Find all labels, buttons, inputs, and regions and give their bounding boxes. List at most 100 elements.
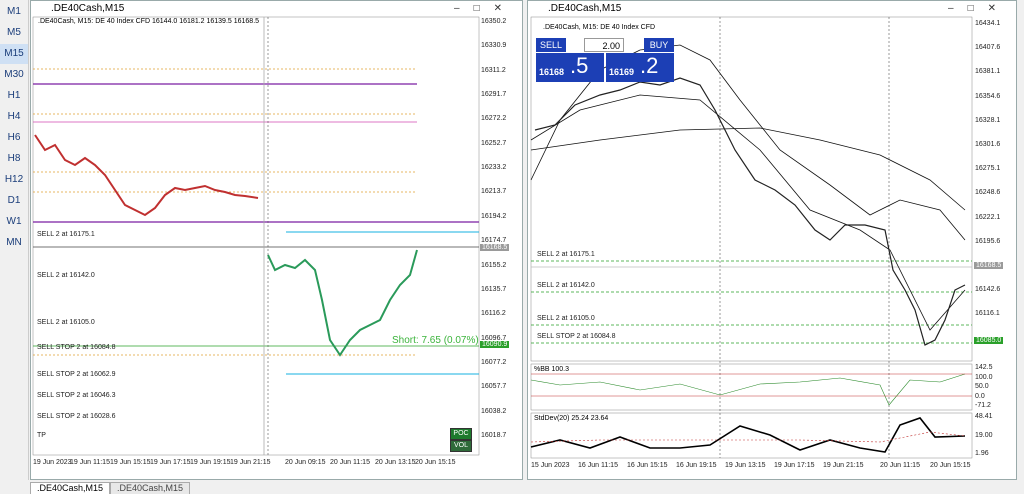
order-line-label: SELL 2 at 16175.1 — [37, 231, 95, 238]
price-label: 16194.2 — [481, 212, 507, 220]
time-label: 19 Jun 15:15 — [110, 459, 151, 466]
price-label: 16142.6 — [975, 286, 1001, 294]
time-label: 20 Jun 15:15 — [415, 459, 456, 466]
ask-small: .2 — [640, 53, 659, 78]
buy-button[interactable]: BUY — [644, 38, 674, 52]
timeframe-button[interactable]: H1 — [7, 90, 21, 101]
indicator-level: 0.0 — [975, 392, 985, 400]
bid-price-label: 16168.5 — [974, 262, 1004, 269]
trade-panel: SELL 2.00 BUY 16168 .5 16169 .2 — [536, 38, 674, 82]
order-line-label: SELL 2 at 16175.1 — [537, 251, 595, 258]
price-label: 16233.2 — [481, 164, 507, 172]
order-price-label: 16090.9 — [480, 341, 510, 348]
price-label: 16350.2 — [481, 18, 507, 25]
price-label: 16116.2 — [481, 310, 506, 318]
price-label: 16328.1 — [975, 116, 1001, 124]
ask-price[interactable]: 16169 .2 — [606, 53, 674, 82]
timeframe-button[interactable]: H6 — [7, 132, 21, 143]
timeframe-button[interactable]: M30 — [4, 69, 24, 80]
chart-header: .DE40Cash, M15: DE 40 Index CFD 16144.0 … — [38, 18, 260, 25]
timeframe-button[interactable]: M5 — [7, 27, 21, 38]
indicator-label: StdDev(20) 25.24 23.64 — [534, 415, 609, 422]
sell-button[interactable]: SELL — [536, 38, 566, 52]
indicator-level: 48.41 — [975, 413, 993, 420]
price-label: 16434.1 — [975, 20, 1001, 27]
order-line-label: SELL STOP 2 at 16084.8 — [537, 333, 616, 340]
price-label: 16155.2 — [481, 261, 507, 269]
price-label: 16354.6 — [975, 92, 1001, 100]
price-label: 16272.2 — [481, 115, 507, 123]
price-label: 16057.7 — [481, 383, 507, 391]
chart-tab[interactable]: .DE40Cash,M15 — [30, 482, 111, 494]
timeframe-button[interactable]: H12 — [4, 174, 24, 185]
price-label: 16330.9 — [481, 42, 507, 50]
order-line-label: SELL 2 at 16142.0 — [37, 272, 95, 279]
price-label: 16252.7 — [481, 139, 507, 147]
order-line-label: SELL 2 at 16105.0 — [537, 315, 595, 322]
indicator-level: 142.5 — [975, 364, 993, 371]
time-label: 20 Jun 11:15 — [880, 462, 920, 469]
time-label: 16 Jun 15:15 — [627, 462, 668, 469]
position-profit: Short: 7.65 (0.07%) — [392, 335, 479, 346]
price-label: 16195.6 — [975, 237, 1001, 245]
time-label: 19 Jun 17:15 — [150, 459, 191, 466]
bid-price[interactable]: 16168 .5 — [536, 53, 604, 82]
timeframe-button[interactable]: MN — [6, 237, 22, 248]
time-label: 15 Jun 2023 — [531, 462, 570, 469]
time-label: 19 Jun 17:15 — [774, 462, 815, 469]
price-label: 16301.6 — [975, 141, 1001, 148]
bid-main: 16168 — [539, 67, 565, 77]
indicator-level: 100.0 — [975, 373, 993, 381]
order-price-label: 16085.0 — [974, 337, 1004, 344]
time-label: 20 Jun 15:15 — [930, 462, 971, 469]
bid-price-label: 16168.5 — [480, 244, 510, 251]
order-line-label: SELL STOP 2 at 16028.6 — [37, 413, 116, 420]
timeframe-button[interactable]: M1 — [7, 6, 21, 17]
volume-input[interactable]: 2.00 — [584, 38, 624, 52]
chart-header: .DE40Cash, M15: DE 40 Index CFD — [543, 24, 656, 31]
order-line-label: SELL STOP 2 at 16046.3 — [37, 392, 116, 399]
time-label: 19 Jun 21:15 — [230, 459, 271, 466]
bid-small: .5 — [570, 53, 589, 78]
indicator-button[interactable]: POC — [450, 428, 472, 440]
price-label: 16213.7 — [481, 188, 507, 196]
timeframe-button[interactable]: W1 — [6, 216, 22, 227]
indicator-level: 19.00 — [975, 431, 993, 439]
window-title: .DE40Cash,M15 — [528, 1, 1016, 17]
price-label: 16311.2 — [481, 66, 506, 74]
price-label: 16222.1 — [975, 213, 1001, 221]
chart-tab[interactable]: .DE40Cash,M15 — [110, 482, 191, 494]
window-controls[interactable]: –□✕ — [454, 3, 516, 14]
order-line-label: TP — [37, 432, 46, 439]
time-label: 19 Jun 2023 — [33, 459, 72, 466]
timeframe-button[interactable]: D1 — [7, 195, 21, 206]
time-label: 16 Jun 11:15 — [578, 462, 618, 469]
indicator-level: 1.96 — [975, 450, 989, 457]
timeframe-bar: M1 M5 M15 M30 H1 H4 H6 H8 H12 D1 W1 MN — [0, 0, 29, 480]
timeframe-button[interactable]: H8 — [7, 153, 21, 164]
price-label: 16291.7 — [481, 91, 507, 99]
price-label: 16018.7 — [481, 431, 507, 439]
window-controls[interactable]: –□✕ — [948, 3, 1010, 14]
time-label: 19 Jun 19:15 — [190, 459, 231, 466]
order-line-label: SELL 2 at 16105.0 — [37, 319, 95, 326]
price-label: 16096.7 — [481, 334, 507, 342]
order-line-label: SELL 2 at 16142.0 — [537, 282, 595, 289]
window-title: .DE40Cash,M15 — [31, 1, 522, 17]
timeframe-button[interactable]: M15 — [0, 44, 28, 64]
price-label: 16381.1 — [975, 68, 1001, 76]
price-label: 16407.6 — [975, 44, 1001, 52]
ask-main: 16169 — [609, 67, 635, 77]
indicator-level: 50.0 — [975, 383, 989, 390]
price-label: 16077.2 — [481, 358, 507, 366]
timeframe-button[interactable]: H4 — [7, 111, 21, 122]
indicator-button[interactable]: VOL — [450, 440, 472, 452]
time-label: 20 Jun 09:15 — [285, 459, 326, 466]
time-label: 19 Jun 21:15 — [823, 462, 864, 469]
price-label: 16275.1 — [975, 165, 1001, 173]
order-line-label: SELL STOP 2 at 16062.9 — [37, 371, 116, 378]
time-label: 20 Jun 13:15 — [375, 459, 416, 466]
time-label: 19 Jun 11:15 — [70, 459, 110, 466]
chart-window: .DE40Cash,M15 –□✕ — [30, 0, 523, 480]
